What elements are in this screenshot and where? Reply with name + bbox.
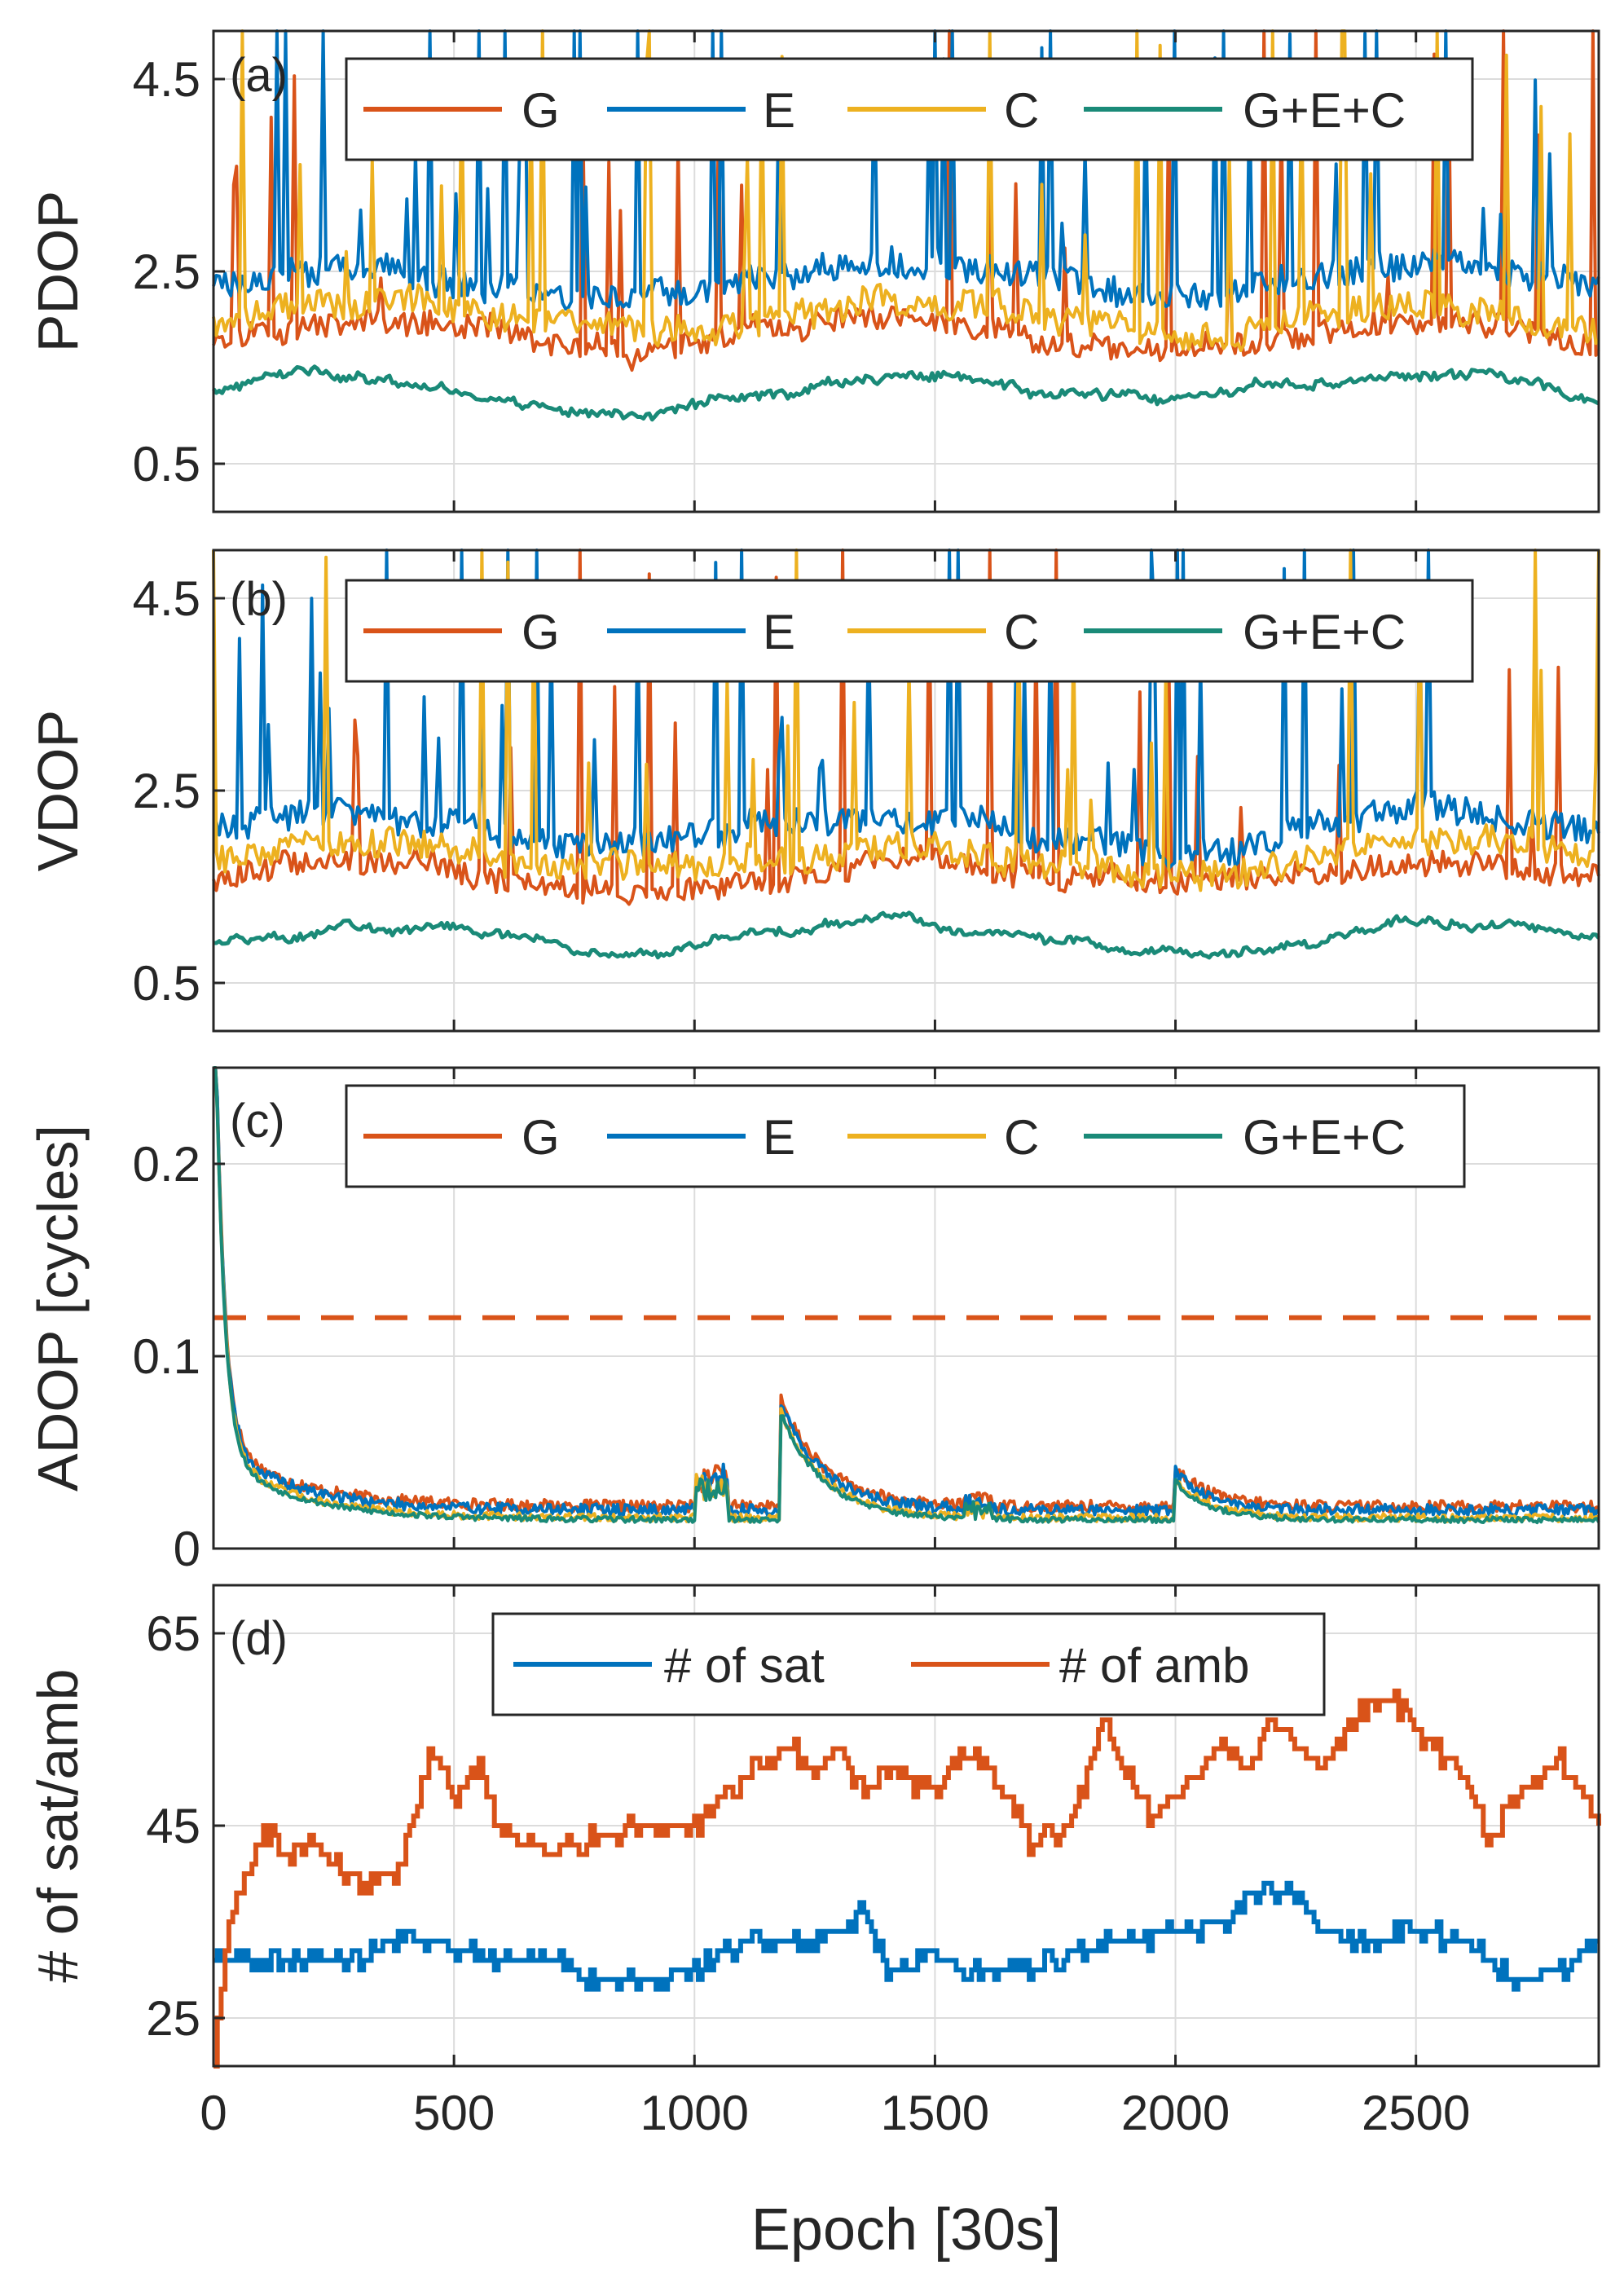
panel-a-label: (a) [230,49,288,102]
panel-b-xticks [212,550,1418,1031]
panel-c-series [213,1066,1600,1525]
legend-label-gec: G+E+C [1243,1110,1406,1165]
panel-b-legend: G E C G+E+C [345,579,1474,683]
series-line-C [212,29,1600,352]
panel-d-ylabel: # of sat/amb [26,1668,90,1982]
x-tick-label: 2000 [1121,2086,1230,2140]
panel-d-series [213,1688,1601,2069]
panel-c: 0 0.1 0.2 ADOP [cycles] (c) G E C G+E+C [26,1066,1600,1576]
series-line-G+E+C [211,364,1600,422]
y-tick-label: 0.2 [133,1137,200,1192]
series-line-G [213,1066,1600,1514]
panel-d-legend: # of sat # of amb [491,1612,1326,1716]
panel-a-ylabel: PDOP [26,191,90,352]
panel-a-xticks [212,31,1418,512]
series-line-G+E+C [213,910,1600,960]
panel-c-label: (c) [230,1095,285,1148]
legend-label-c: C [1004,1110,1039,1165]
series-line-C [212,549,1600,892]
x-tick-label: 2500 [1362,2086,1470,2140]
legend-label-c: C [1004,605,1039,659]
panel-b-label: (b) [230,573,288,626]
legend-label-c: C [1004,83,1039,138]
x-tick-label: 500 [413,2086,495,2140]
y-tick-label: 25 [146,1991,200,2046]
y-tick-label: 0.5 [133,437,200,491]
legend-label-e: E [763,83,795,138]
y-tick-label: 2.5 [133,764,200,818]
series-line-# of sat [213,1880,1599,1992]
panel-c-ylabel: ADOP [cycles] [26,1125,90,1491]
series-line-G [212,549,1600,906]
panel-d-yticks: 25 45 65 [146,1606,225,2046]
y-tick-label: 4.5 [133,52,200,107]
y-tick-label: 0.5 [133,956,200,1011]
panel-a-legend: G E C G+E+C [345,57,1474,161]
panel-b-yticks: 0.5 2.5 4.5 [133,571,225,1011]
panel-d: 25 45 65 0 500 1000 1500 2000 2500 # of sat/amb… [26,1584,1601,2140]
x-tick-label: 1000 [640,2086,749,2140]
legend-label-g: G [522,605,560,659]
panel-c-legend: G E C G+E+C [345,1084,1466,1188]
x-tick-label: 1500 [881,2086,989,2140]
y-tick-label: 2.5 [133,245,200,299]
legend-label-e: E [763,1110,795,1165]
x-axis-label: Epoch [30s] [751,2197,1061,2263]
y-tick-label: 65 [146,1606,200,1661]
panel-d-grid [213,1585,1599,2066]
panel-a-series [211,29,1600,422]
y-tick-label: 4.5 [133,571,200,626]
panel-a: 0.5 2.5 4.5 PDOP (a) G E C G+E+C [26,29,1600,513]
panel-d-label: (d) [230,1612,288,1665]
panel-d-xticks: 0 500 1000 1500 2000 2500 [200,1585,1470,2140]
legend-label-gec: G+E+C [1243,83,1406,138]
panel-c-xticks [212,1068,1418,1549]
legend-label-e: E [763,605,795,659]
y-tick-label: 0.1 [133,1329,200,1384]
panel-b: 0.5 2.5 4.5 VDOP (b) G E C G+E+C [26,549,1600,1033]
legend-label-gec: G+E+C [1243,605,1406,659]
panel-b-ylabel: VDOP [26,710,90,871]
legend-label-g: G [522,83,560,138]
panel-b-series [212,549,1600,960]
legend-label-sat: # of sat [664,1638,825,1693]
y-tick-label: 45 [146,1799,200,1853]
panel-c-yticks: 0 0.1 0.2 [133,1137,225,1576]
series-line-E [213,1066,1600,1518]
panel-c-frame [212,1066,1600,1550]
x-tick-label: 0 [200,2086,227,2140]
series-line-# of amb [213,1688,1601,2069]
series-line-G+E+C [213,1066,1600,1525]
panel-a-yticks: 0.5 2.5 4.5 [133,52,225,491]
y-tick-label: 0 [174,1522,200,1576]
legend-label-g: G [522,1110,560,1165]
legend-label-amb: # of amb [1059,1638,1249,1693]
